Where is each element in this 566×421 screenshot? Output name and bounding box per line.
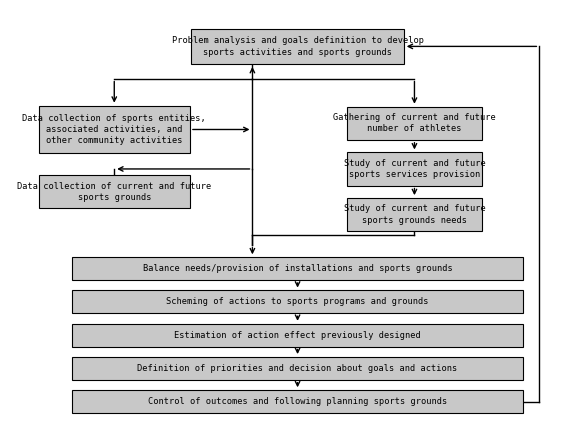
- FancyBboxPatch shape: [38, 175, 190, 208]
- Text: Control of outcomes and following planning sports grounds: Control of outcomes and following planni…: [148, 397, 447, 406]
- FancyBboxPatch shape: [38, 106, 190, 153]
- FancyBboxPatch shape: [72, 257, 524, 280]
- FancyBboxPatch shape: [72, 390, 524, 413]
- Text: Balance needs/provision of installations and sports grounds: Balance needs/provision of installations…: [143, 264, 452, 273]
- FancyBboxPatch shape: [347, 152, 482, 186]
- Text: Study of current and future
sports grounds needs: Study of current and future sports groun…: [344, 205, 485, 225]
- Text: Definition of priorities and decision about goals and actions: Definition of priorities and decision ab…: [138, 364, 458, 373]
- FancyBboxPatch shape: [347, 198, 482, 231]
- Text: Estimation of action effect previously designed: Estimation of action effect previously d…: [174, 330, 421, 340]
- Text: Problem analysis and goals definition to develop
sports activities and sports gr: Problem analysis and goals definition to…: [171, 36, 423, 56]
- FancyBboxPatch shape: [72, 324, 524, 346]
- Text: Study of current and future
sports services provision: Study of current and future sports servi…: [344, 159, 485, 179]
- FancyBboxPatch shape: [191, 29, 404, 64]
- Text: Gathering of current and future
number of athletes: Gathering of current and future number o…: [333, 113, 496, 133]
- Text: Scheming of actions to sports programs and grounds: Scheming of actions to sports programs a…: [166, 297, 429, 306]
- FancyBboxPatch shape: [347, 107, 482, 140]
- Text: Data collection of sports entities,
associated activities, and
other community a: Data collection of sports entities, asso…: [23, 114, 206, 145]
- FancyBboxPatch shape: [72, 357, 524, 380]
- FancyBboxPatch shape: [72, 290, 524, 313]
- Text: Data collection of current and future
sports grounds: Data collection of current and future sp…: [17, 181, 211, 202]
